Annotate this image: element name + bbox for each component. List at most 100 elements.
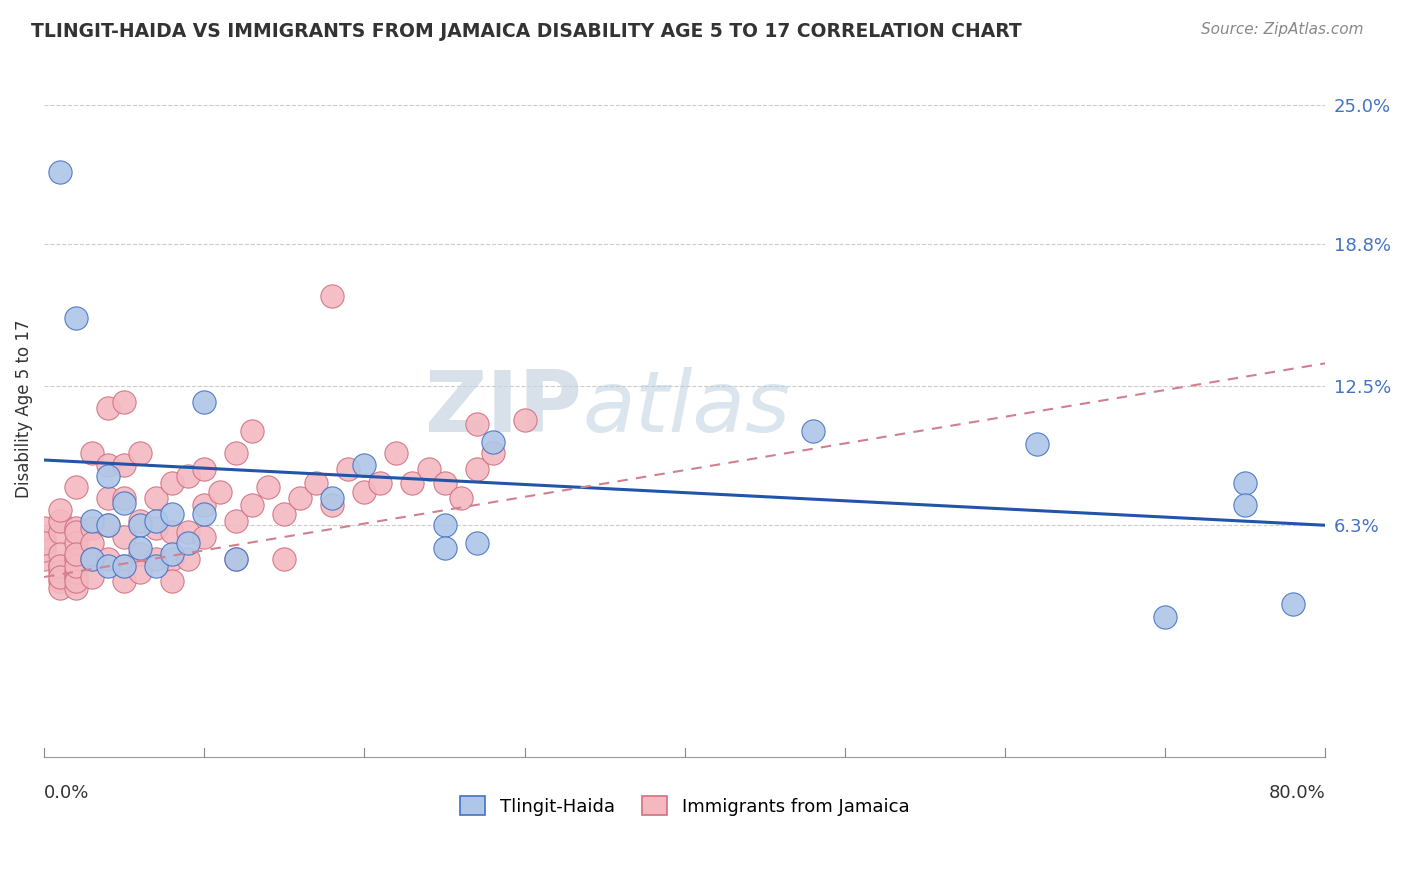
Point — [32, 520, 55, 534]
Point — [65, 536, 87, 550]
Point — [82, 552, 104, 566]
Point — [162, 548, 184, 562]
Point — [97, 552, 120, 566]
Point — [49, 566, 72, 580]
Point — [225, 446, 247, 460]
Point — [97, 518, 120, 533]
Point — [353, 458, 375, 472]
Point — [49, 514, 72, 528]
Point — [129, 566, 152, 580]
Point — [193, 498, 215, 512]
Point — [465, 462, 488, 476]
Text: atlas: atlas — [582, 367, 790, 450]
Point — [513, 412, 536, 426]
Point — [209, 484, 232, 499]
Point — [433, 475, 456, 490]
Point — [1026, 437, 1049, 451]
Point — [112, 574, 135, 589]
Point — [145, 552, 167, 566]
Point — [65, 524, 87, 539]
Point — [321, 289, 343, 303]
Point — [82, 520, 104, 534]
Point — [465, 417, 488, 431]
Point — [225, 552, 247, 566]
Point — [49, 524, 72, 539]
Point — [65, 311, 87, 326]
Point — [273, 507, 295, 521]
Legend: Tlingit-Haida, Immigrants from Jamaica: Tlingit-Haida, Immigrants from Jamaica — [451, 788, 918, 824]
Text: 0.0%: 0.0% — [44, 784, 90, 802]
Point — [65, 574, 87, 589]
Point — [97, 401, 120, 416]
Point — [145, 491, 167, 506]
Point — [129, 541, 152, 555]
Point — [129, 518, 152, 533]
Point — [433, 541, 456, 555]
Point — [177, 468, 200, 483]
Point — [162, 574, 184, 589]
Point — [193, 394, 215, 409]
Point — [49, 558, 72, 573]
Text: 80.0%: 80.0% — [1268, 784, 1326, 802]
Point — [257, 480, 280, 494]
Point — [321, 491, 343, 506]
Point — [465, 536, 488, 550]
Point — [129, 548, 152, 562]
Point — [162, 524, 184, 539]
Point — [112, 558, 135, 573]
Point — [65, 520, 87, 534]
Point — [97, 491, 120, 506]
Point — [129, 514, 152, 528]
Point — [240, 498, 263, 512]
Point — [193, 529, 215, 543]
Point — [481, 446, 503, 460]
Point — [112, 529, 135, 543]
Point — [112, 558, 135, 573]
Point — [65, 552, 87, 566]
Point — [49, 548, 72, 562]
Point — [801, 424, 824, 438]
Point — [370, 475, 392, 490]
Point — [481, 435, 503, 450]
Point — [305, 475, 328, 490]
Point — [177, 524, 200, 539]
Point — [353, 484, 375, 499]
Point — [49, 502, 72, 516]
Point — [193, 507, 215, 521]
Point — [112, 496, 135, 510]
Point — [450, 491, 472, 506]
Point — [321, 498, 343, 512]
Point — [49, 574, 72, 589]
Point — [82, 536, 104, 550]
Point — [225, 552, 247, 566]
Point — [97, 558, 120, 573]
Point — [65, 548, 87, 562]
Point — [225, 514, 247, 528]
Point — [145, 514, 167, 528]
Point — [112, 491, 135, 506]
Point — [177, 552, 200, 566]
Point — [112, 394, 135, 409]
Text: TLINGIT-HAIDA VS IMMIGRANTS FROM JAMAICA DISABILITY AGE 5 TO 17 CORRELATION CHAR: TLINGIT-HAIDA VS IMMIGRANTS FROM JAMAICA… — [31, 22, 1022, 41]
Point — [1154, 610, 1177, 624]
Point — [82, 446, 104, 460]
Point — [65, 570, 87, 584]
Point — [1234, 475, 1257, 490]
Point — [433, 518, 456, 533]
Point — [97, 518, 120, 533]
Point — [418, 462, 440, 476]
Point — [112, 458, 135, 472]
Point — [97, 468, 120, 483]
Point — [145, 520, 167, 534]
Point — [49, 165, 72, 179]
Point — [162, 552, 184, 566]
Point — [32, 529, 55, 543]
Point — [129, 446, 152, 460]
Point — [82, 514, 104, 528]
Point — [273, 552, 295, 566]
Point — [162, 475, 184, 490]
Point — [82, 570, 104, 584]
Point — [145, 558, 167, 573]
Point — [1234, 498, 1257, 512]
Point — [97, 458, 120, 472]
